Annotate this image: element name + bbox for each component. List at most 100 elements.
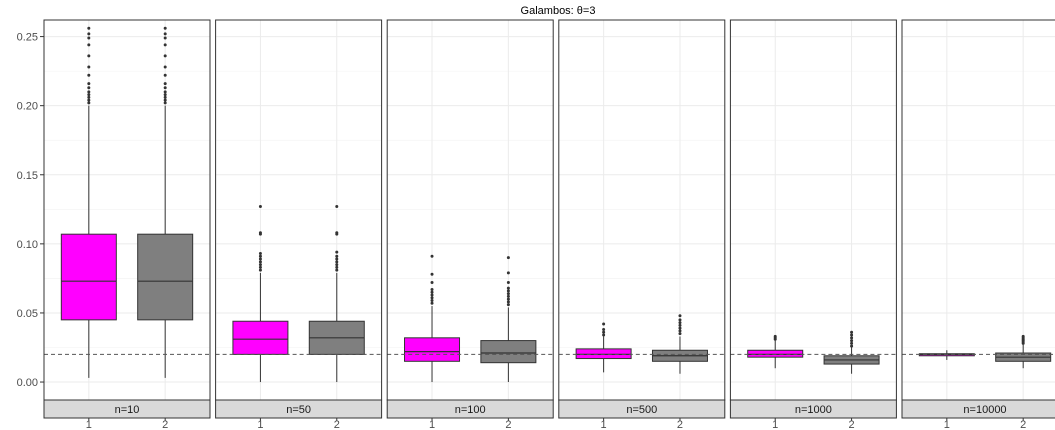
panel-background [387, 20, 554, 400]
outlier-point [258, 268, 262, 272]
outlier-point [850, 341, 854, 345]
outlier-point [87, 86, 91, 90]
facet-strip [729, 399, 897, 419]
facet-panel: n=100 1 2 [386, 19, 554, 430]
outlier-point [506, 294, 510, 298]
outlier-point [678, 318, 682, 322]
outlier-point [87, 65, 91, 69]
x-tick-label: 1 [86, 419, 92, 430]
panel-background [558, 20, 725, 400]
panel-background [730, 20, 897, 400]
facet-panel: n=1000 1 2 [729, 19, 897, 430]
outlier-point [335, 254, 339, 258]
x-tick-label: 1 [944, 419, 950, 430]
facet-strip [43, 399, 211, 419]
outlier-point [258, 257, 262, 261]
outlier-point [678, 321, 682, 325]
outlier-point [163, 65, 167, 69]
facet-strip [558, 399, 726, 419]
box-body [480, 340, 537, 364]
y-tick-label: 0.20 [17, 101, 38, 113]
x-tick-label: 2 [677, 419, 683, 430]
outlier-point [258, 254, 262, 258]
outlier-point [87, 43, 91, 47]
outlier-point [258, 252, 262, 256]
outlier-point [163, 93, 167, 97]
outlier-point [163, 98, 167, 102]
outlier-point [335, 268, 339, 272]
box-2 [480, 256, 537, 383]
x-tick-label: 2 [849, 419, 855, 430]
outlier-point [430, 272, 434, 276]
outlier-point [335, 250, 339, 254]
outlier-point [335, 263, 339, 267]
x-tick-label: 2 [505, 419, 511, 430]
outlier-point [506, 297, 510, 301]
outlier-point [163, 32, 167, 36]
outlier-point [602, 322, 606, 326]
outlier-point [602, 333, 606, 337]
outlier-point [678, 314, 682, 318]
x-tick-label: 2 [1020, 419, 1026, 430]
outlier-point [335, 265, 339, 269]
box-body [575, 348, 632, 360]
outlier-point [602, 328, 606, 332]
outlier-point [163, 54, 167, 58]
outlier-point [678, 332, 682, 336]
outlier-point [163, 101, 167, 105]
facet-panel: n=10000 1 2 [901, 19, 1055, 430]
outlier-point [258, 260, 262, 264]
box-2 [651, 314, 708, 374]
outlier-point [506, 271, 510, 275]
x-tick-label: 1 [772, 419, 778, 430]
box-2 [823, 330, 880, 374]
outlier-point [335, 257, 339, 261]
outlier-point [335, 231, 339, 235]
outlier-point [87, 82, 91, 86]
outlier-point [258, 265, 262, 269]
outlier-point [773, 334, 777, 338]
facet-strip-label: n=50 [286, 404, 311, 416]
outlier-point [87, 98, 91, 102]
box-body [404, 337, 461, 362]
box-1 [60, 26, 117, 378]
panel-background [902, 20, 1055, 400]
outlier-point [430, 301, 434, 305]
facet-strip-label: n=1000 [795, 404, 832, 416]
box-2 [308, 205, 365, 383]
outlier-point [163, 86, 167, 90]
outlier-point [850, 344, 854, 348]
outlier-point [87, 54, 91, 58]
facet-strip-label: n=500 [626, 404, 657, 416]
outlier-point [850, 330, 854, 334]
outlier-point [506, 256, 510, 260]
facet-strip-label: n=100 [455, 404, 486, 416]
outlier-point [163, 43, 167, 47]
box-1 [232, 205, 289, 383]
y-tick-label: 0.05 [17, 308, 38, 320]
outlier-point [163, 95, 167, 99]
y-tick-label: 0.00 [17, 377, 38, 389]
outlier-point [678, 323, 682, 327]
y-axis: 0.00 0.05 0.10 0.15 0.20 0.25 [17, 32, 44, 389]
outlier-point [87, 73, 91, 77]
facet-strip-label: n=10 [115, 404, 140, 416]
facet-strip [215, 399, 383, 419]
outlier-point [430, 254, 434, 258]
outlier-point [163, 82, 167, 86]
x-tick-label: 2 [162, 419, 168, 430]
outlier-point [258, 263, 262, 267]
box-body [60, 233, 117, 321]
panel-background [44, 20, 210, 400]
outlier-point [850, 336, 854, 340]
outlier-point [506, 289, 510, 293]
outlier-point [506, 286, 510, 290]
outlier-point [258, 231, 262, 235]
outlier-point [430, 287, 434, 291]
y-tick-label: 0.25 [17, 32, 38, 44]
outlier-point [335, 205, 339, 209]
outlier-point [506, 281, 510, 285]
box-1 [404, 254, 461, 383]
outlier-point [678, 326, 682, 330]
